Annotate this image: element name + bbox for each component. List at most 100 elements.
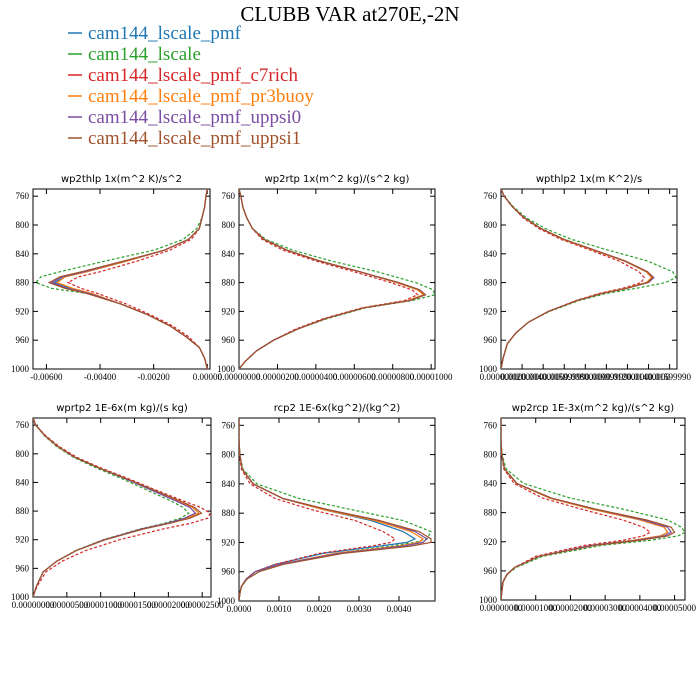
series-line bbox=[501, 418, 676, 600]
chart-panel: wprtp2 1E-6x(m kg)/(s kg) 760 800 840 880 920… bbox=[11, 403, 224, 610]
figure-title: CLUBB VAR at270E,-2N bbox=[240, 2, 459, 26]
panel-title: wp2rcp 1E-3x(m^2 kg)/(s^2 kg) bbox=[512, 403, 675, 414]
plot-frame bbox=[32, 188, 211, 370]
y-tick-label: 880 bbox=[16, 278, 30, 288]
series-line bbox=[47, 189, 208, 369]
y-tick-label: 840 bbox=[222, 479, 236, 489]
legend-label: cam144_lscale_pmf_pr3buoy bbox=[88, 86, 314, 107]
x-tick-label: 0.00001000 bbox=[79, 600, 122, 610]
y-tick-label: 1000 bbox=[217, 364, 236, 374]
plot-frame bbox=[32, 417, 212, 598]
series-line bbox=[33, 418, 190, 597]
y-tick-label: 800 bbox=[222, 450, 236, 460]
x-tick-label: 0.00000600 bbox=[333, 372, 376, 382]
y-tick-label: 800 bbox=[222, 220, 236, 230]
y-tick-label: 840 bbox=[484, 249, 498, 259]
x-tick-label: 0.01400000 bbox=[627, 372, 670, 382]
x-tick-label: 0.00003000 bbox=[584, 603, 627, 613]
chart-panel: wpthlp2 1x(m K^2)/s 760 800 840 880 920 960 100… bbox=[479, 174, 691, 382]
series-line bbox=[501, 189, 654, 369]
panel-title: wprtp2 1E-6x(m kg)/(s kg) bbox=[56, 403, 188, 414]
y-tick-label: 1000 bbox=[11, 592, 30, 602]
y-tick-label: 800 bbox=[16, 220, 30, 230]
y-tick-label: 760 bbox=[16, 420, 30, 430]
y-tick-label: 800 bbox=[484, 449, 498, 459]
x-tick-label: 0.00001500 bbox=[113, 600, 156, 610]
panel-title: wpthlp2 1x(m K^2)/s bbox=[536, 174, 642, 185]
y-tick-label: 840 bbox=[16, 477, 30, 487]
x-tick-label: 0.00400000 bbox=[522, 372, 565, 382]
y-tick-label: 760 bbox=[222, 191, 236, 201]
panel-title: wp2thlp 1x(m^2 K)/s^2 bbox=[61, 174, 182, 185]
plot-frame bbox=[238, 417, 436, 602]
y-tick-label: 760 bbox=[484, 191, 498, 201]
y-tick-label: 880 bbox=[222, 508, 236, 518]
y-tick-label: 880 bbox=[484, 508, 498, 518]
x-tick-label: 0.00004000 bbox=[618, 603, 661, 613]
y-tick-label: 880 bbox=[484, 278, 498, 288]
y-tick-label: 760 bbox=[222, 420, 236, 430]
panel-title: wp2rtp 1x(m^2 kg)/(s^2 kg) bbox=[265, 174, 410, 185]
y-tick-label: 920 bbox=[484, 306, 498, 316]
y-tick-label: 960 bbox=[222, 335, 236, 345]
y-tick-label: 880 bbox=[16, 506, 30, 516]
legend: cam144_lscale_pmfcam144_lscalecam144_lsc… bbox=[68, 23, 314, 149]
chart-panel: wp2thlp 1x(m^2 K)/s^2 760 800 840 880 920 960 1… bbox=[11, 174, 222, 382]
series-line bbox=[239, 189, 427, 369]
y-tick-label: 1000 bbox=[217, 596, 236, 606]
y-tick-label: 920 bbox=[222, 537, 236, 547]
x-tick-label: 0.00000800 bbox=[371, 372, 414, 382]
x-tick-label: 0.00000000 bbox=[480, 603, 523, 613]
y-tick-label: 920 bbox=[16, 306, 30, 316]
x-tick-label: 0.0030 bbox=[347, 604, 372, 614]
y-tick-label: 960 bbox=[484, 335, 498, 345]
x-tick-label: 0.00001000 bbox=[410, 372, 453, 382]
x-tick-label: 0.00002000 bbox=[549, 603, 592, 613]
y-tick-label: 760 bbox=[16, 191, 30, 201]
y-tick-label: 960 bbox=[484, 566, 498, 576]
x-tick-label: 0.00200000 bbox=[501, 372, 544, 382]
panel-title: rcp2 1E-6x(kg^2)/(kg^2) bbox=[274, 403, 401, 414]
chart-panel: wp2rtp 1x(m^2 kg)/(s^2 kg) 760 800 840 880 92… bbox=[217, 174, 453, 382]
x-tick-label: 0.00000200 bbox=[256, 372, 299, 382]
legend-label: cam144_lscale_pmf_c7rich bbox=[88, 65, 298, 86]
x-tick-label: -0.00600 bbox=[30, 372, 63, 382]
x-tick-label: -0.00400 bbox=[84, 372, 117, 382]
series-line bbox=[33, 418, 203, 597]
y-tick-label: 960 bbox=[16, 563, 30, 573]
x-tick-label: 0.0020 bbox=[307, 604, 332, 614]
x-tick-label: 0.00000000 bbox=[218, 372, 261, 382]
x-tick-label: 0.0000 bbox=[227, 604, 252, 614]
legend-label: cam144_lscale_pmf bbox=[88, 23, 242, 44]
x-tick-label: 0.00000000 bbox=[12, 600, 55, 610]
x-tick-label: 0.01200000 bbox=[606, 372, 649, 382]
x-tick-label: 0.01599990 bbox=[648, 372, 691, 382]
x-tick-label: 0.00001000 bbox=[514, 603, 557, 613]
y-tick-label: 920 bbox=[222, 306, 236, 316]
plot-frame bbox=[238, 188, 436, 370]
y-tick-label: 800 bbox=[484, 220, 498, 230]
legend-label: cam144_lscale bbox=[88, 44, 201, 65]
series-line bbox=[239, 418, 432, 601]
x-tick-label: 0.00000 bbox=[193, 372, 223, 382]
plot-frame bbox=[500, 188, 678, 370]
y-tick-label: 800 bbox=[16, 449, 30, 459]
plot-frame bbox=[500, 417, 686, 601]
y-tick-label: 840 bbox=[222, 249, 236, 259]
y-tick-label: 1000 bbox=[11, 364, 30, 374]
y-tick-label: 1000 bbox=[479, 595, 498, 605]
x-tick-label: -0.00200 bbox=[138, 372, 171, 382]
y-tick-label: 1000 bbox=[479, 364, 498, 374]
y-tick-label: 760 bbox=[484, 420, 498, 430]
x-tick-label: 0.00000500 bbox=[45, 600, 88, 610]
y-tick-label: 920 bbox=[484, 537, 498, 547]
y-tick-label: 920 bbox=[16, 535, 30, 545]
legend-label: cam144_lscale_pmf_uppsi1 bbox=[88, 128, 301, 149]
y-tick-label: 840 bbox=[484, 479, 498, 489]
y-tick-label: 880 bbox=[222, 278, 236, 288]
chart-panels: wp2thlp 1x(m^2 K)/s^2 760 800 840 880 920 960 1… bbox=[11, 174, 696, 614]
x-tick-label: 0.00000000 bbox=[480, 372, 523, 382]
x-tick-label: 0.0010 bbox=[267, 604, 292, 614]
